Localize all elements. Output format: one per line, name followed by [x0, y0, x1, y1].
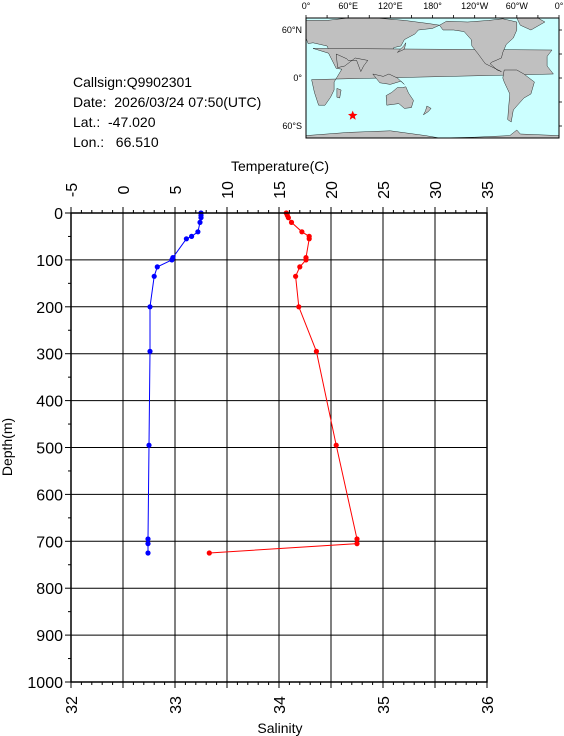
temperature-data-point — [151, 273, 157, 279]
salinity-axis-title: Salinity — [257, 720, 302, 736]
temperature-data-point — [147, 304, 153, 310]
temperature-data-point — [145, 541, 151, 547]
map-top-label: 120°E — [378, 1, 403, 11]
africa-landmass — [311, 48, 554, 106]
depth-tick-labels: 0 100 200 300 400 500 600 700 800 900 1000 — [27, 206, 63, 692]
salinity-data-point — [354, 541, 360, 547]
new-zealand-landmass — [422, 105, 432, 116]
madagascar-landmass — [336, 88, 342, 99]
salinity-data-point — [296, 304, 302, 310]
south-america-landmass — [502, 69, 535, 123]
salinity-tick-label: 36 — [480, 696, 497, 714]
depth-tick-label: 1000 — [27, 675, 63, 692]
map-side-label: 60°S — [282, 121, 302, 131]
salinity-data-point — [306, 236, 312, 242]
salinity-tick-label: 32 — [64, 696, 81, 714]
latitude-text: Lat.: -47.020 — [73, 114, 156, 130]
salinity-data-point — [288, 219, 295, 225]
japan-landmass — [397, 42, 406, 53]
temperature-data-point — [189, 233, 195, 239]
depth-axis-title: Depth(m) — [0, 418, 15, 476]
position-star-icon — [348, 110, 358, 120]
salinity-data-point — [313, 348, 319, 354]
temperature-tick-label: 25 — [376, 181, 393, 199]
map-top-label: 60°E — [338, 1, 358, 11]
temperature-tick-labels: -5 0 5 10 15 20 25 30 35 — [64, 181, 497, 199]
map-top-label: 0° — [555, 1, 564, 11]
temperature-tick-label: 10 — [220, 181, 237, 199]
float-position-marker — [348, 110, 358, 120]
temperature-data-point — [145, 536, 151, 542]
temperature-data-point — [146, 442, 152, 448]
salinity-data-point — [303, 257, 309, 263]
temperature-tick-label: 5 — [168, 185, 185, 194]
salinity-data-point — [297, 264, 303, 270]
map-top-labels: 0° 60°E 120°E 180° 120°W 60°W 0° — [302, 1, 564, 11]
temperature-tick-label: 30 — [428, 181, 445, 199]
salinity-tick-label: 35 — [376, 696, 393, 714]
depth-tick-label: 900 — [36, 628, 63, 645]
temperature-tick-label: 0 — [116, 185, 133, 194]
longitude-text: Lon.: 66.510 — [73, 134, 159, 150]
temperature-data-point — [154, 264, 160, 270]
depth-tick-label: 100 — [36, 253, 63, 270]
temperature-tick-label: 15 — [272, 181, 289, 199]
southeast-asia-islands — [372, 73, 405, 85]
salinity-tick-labels: 32 33 34 35 36 — [64, 696, 497, 714]
depth-tick-label: 200 — [36, 300, 63, 317]
map-top-label: 0° — [302, 1, 311, 11]
temperature-data-point — [197, 219, 203, 225]
salinity-data-point — [333, 442, 339, 448]
depth-tick-label: 0 — [54, 206, 63, 223]
temperature-tick-label: 20 — [324, 181, 341, 199]
callsign-text: Callsign:Q9902301 — [73, 74, 193, 90]
station-info: Callsign:Q9902301 Date: 2026/03/24 07:50… — [73, 72, 261, 152]
arabia-india-landmass — [335, 53, 369, 73]
temperature-tick-label: -5 — [64, 183, 81, 197]
map-top-label: 60°W — [506, 1, 529, 11]
depth-tick-label: 700 — [36, 534, 63, 551]
series-layer — [70, 210, 488, 683]
salinity-data-point — [206, 550, 212, 556]
chart-grid — [70, 212, 488, 683]
salinity-tick-label: 33 — [168, 696, 185, 714]
temperature-tick-label: 35 — [480, 181, 497, 199]
plot-frame — [70, 212, 488, 683]
depth-tick-label: 300 — [36, 347, 63, 364]
salinity-data-point — [293, 273, 299, 279]
map-side-labels: 60°N 0° 60°S — [282, 25, 303, 131]
depth-tick-label: 500 — [36, 441, 63, 458]
salinity-tick-label: 34 — [272, 696, 289, 714]
date-text: Date: 2026/03/24 07:50(UTC) — [73, 94, 262, 110]
temperature-data-point — [195, 229, 201, 235]
salinity-data-point — [354, 536, 360, 542]
map-frame-ticks — [305, 15, 562, 127]
australia-landmass — [385, 86, 414, 109]
map-top-label: 180° — [423, 1, 442, 11]
north-america-landmass — [439, 18, 517, 72]
depth-tick-label: 600 — [36, 487, 63, 504]
salinity-profile-line — [209, 212, 358, 554]
temperature-data-point — [198, 215, 204, 221]
temperature-data-point — [169, 257, 175, 263]
temperature-data-point — [147, 348, 153, 354]
temperature-axis-title: Temperature(C) — [231, 158, 329, 174]
map-side-label: 60°N — [282, 25, 302, 35]
temperature-data-point — [183, 236, 189, 242]
salinity-data-point — [285, 215, 291, 221]
depth-tick-label: 800 — [36, 581, 63, 598]
depth-tick-label: 400 — [36, 394, 63, 411]
temperature-data-point — [145, 550, 151, 556]
map-top-label: 120°W — [461, 1, 489, 11]
map-side-label: 0° — [293, 73, 302, 83]
salinity-data-point — [299, 229, 305, 235]
